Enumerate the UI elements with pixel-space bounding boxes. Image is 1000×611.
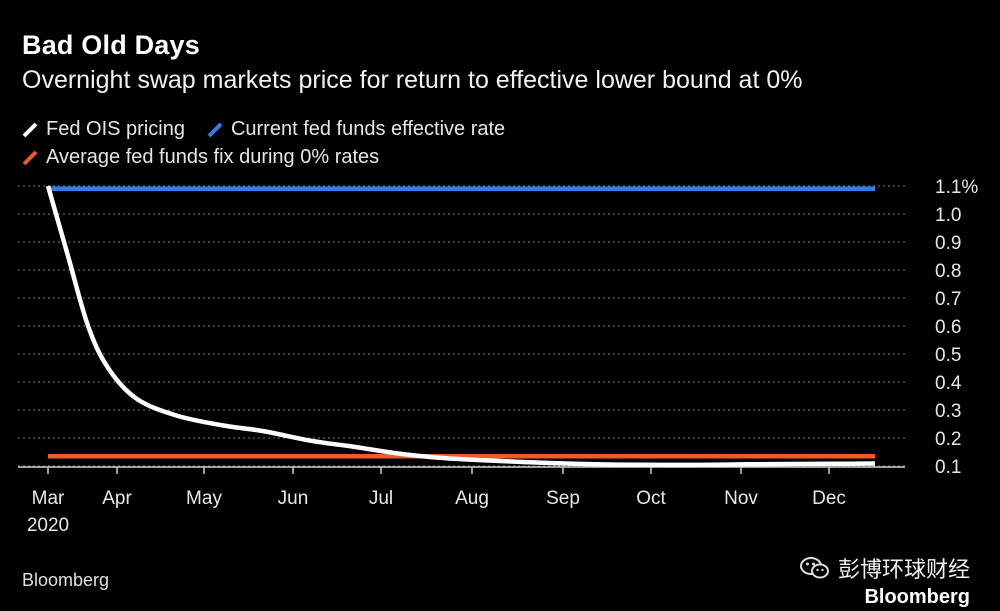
x-tick-label: Jun	[278, 488, 309, 509]
watermark-chinese: 彭博环球财经	[837, 557, 970, 582]
legend-swatch-ois	[22, 122, 38, 137]
y-tick-label: 0.4	[935, 373, 962, 394]
x-year-label: 2020	[27, 515, 69, 536]
x-tick-label: Dec	[812, 488, 846, 509]
x-tick-label: Mar	[32, 488, 65, 509]
watermark-brand: Bloomberg	[864, 586, 970, 608]
legend-row-2: Average fed funds fix during 0% rates	[22, 146, 401, 169]
y-tick-label: 0.2	[935, 429, 961, 450]
watermark-text: 彭博环球财经	[799, 552, 970, 584]
x-tick-label: Apr	[102, 488, 132, 509]
y-tick-label: 0.8	[935, 261, 961, 282]
y-tick-label: 0.6	[935, 317, 961, 338]
x-tick-label: Nov	[724, 488, 758, 509]
chart-subtitle: Overnight swap markets price for return …	[22, 66, 803, 94]
chart-title: Bad Old Days	[22, 30, 200, 60]
legend-label-average-fix: Average fed funds fix during 0% rates	[46, 146, 380, 168]
legend-item-effective-rate: Current fed funds effective rate	[207, 118, 505, 141]
wechat-icon	[799, 557, 829, 579]
legend-item-ois: Fed OIS pricing	[22, 118, 185, 141]
y-tick-label: 0.3	[935, 401, 961, 422]
y-tick-label: 0.5	[935, 345, 961, 366]
x-tick-label: May	[186, 488, 222, 509]
series-line-0	[45, 185, 876, 468]
legend-swatch-average-fix	[22, 150, 38, 165]
watermark: 彭博环球财经 Bloomberg	[799, 552, 970, 609]
x-tick-label: Oct	[636, 488, 666, 509]
legend-label-ois: Fed OIS pricing	[46, 118, 185, 140]
y-tick-label: 0.7	[935, 289, 961, 310]
y-tick-label: 1.0	[935, 205, 961, 226]
legend-row-1: Fed OIS pricing Current fed funds effect…	[22, 118, 527, 141]
x-tick-label: Aug	[455, 488, 489, 509]
y-tick-label: 1.1%	[935, 177, 978, 198]
y-tick-label: 0.9	[935, 233, 961, 254]
y-tick-label: 0.1	[935, 457, 961, 478]
x-tick-label: Sep	[546, 488, 580, 509]
legend-item-average-fix: Average fed funds fix during 0% rates	[22, 146, 379, 169]
x-tick-label: Jul	[369, 488, 393, 509]
legend-label-effective-rate: Current fed funds effective rate	[230, 118, 506, 140]
source-label: Bloomberg	[22, 570, 110, 590]
legend-swatch-effective-rate	[207, 122, 223, 137]
